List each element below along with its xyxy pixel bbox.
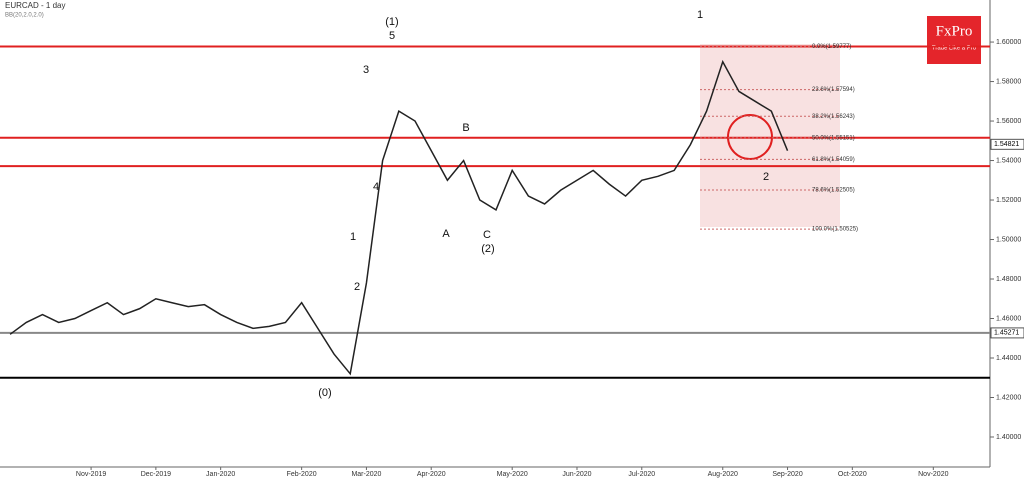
x-tick-label: Nov-2019: [76, 471, 106, 478]
y-tick-label: 1.44000: [996, 355, 1021, 362]
price-label: 1.45271: [994, 330, 1019, 337]
fib-label: 0.0%(1.59777): [812, 44, 851, 50]
y-tick-label: 1.50000: [996, 236, 1021, 243]
slogan: Trade Like a Pro: [932, 46, 977, 52]
chart-subtitle: BB(20,2.0,2.0): [5, 13, 44, 19]
fib-zone: [700, 44, 840, 227]
wave-label: 1: [697, 9, 703, 21]
fib-label: 78.6%(1.52505): [812, 188, 855, 194]
x-tick-label: Dec-2019: [141, 471, 171, 478]
x-tick-label: Aug-2020: [708, 471, 738, 478]
wave-label: 3: [363, 64, 369, 76]
wave-label: B: [462, 122, 469, 134]
wave-label: (0): [318, 387, 331, 399]
fib-label: 50.0%(1.55151): [812, 135, 855, 141]
x-tick-label: Nov-2020: [918, 471, 948, 478]
y-tick-label: 1.40000: [996, 434, 1021, 441]
price-label: 1.54821: [994, 141, 1019, 148]
logo: FxPro: [936, 23, 973, 39]
wave-label: (1): [385, 16, 398, 28]
fib-label: 23.6%(1.57594): [812, 87, 855, 93]
x-tick-label: Jun-2020: [562, 471, 591, 478]
y-tick-label: 1.56000: [996, 118, 1021, 125]
y-tick-label: 1.48000: [996, 276, 1021, 283]
wave-label: A: [442, 228, 450, 240]
wave-label: 4: [373, 181, 379, 193]
x-tick-label: Feb-2020: [287, 471, 317, 478]
price-line: [9, 59, 789, 376]
wave-label: C: [483, 229, 491, 241]
wave-label: 2: [763, 171, 769, 183]
wave-label: (2): [481, 243, 494, 255]
y-tick-label: 1.58000: [996, 78, 1021, 85]
price-box: [990, 138, 1024, 150]
wave-label: 1: [350, 231, 356, 243]
y-tick-label: 1.52000: [996, 197, 1021, 204]
x-tick-label: Apr-2020: [417, 471, 446, 478]
x-tick-label: Sep-2020: [772, 471, 802, 478]
fib-label: 61.8%(1.54059): [812, 157, 855, 163]
x-tick-label: Jan-2020: [206, 471, 235, 478]
x-tick-label: Mar-2020: [351, 471, 381, 478]
x-tick-label: Jul-2020: [628, 471, 655, 478]
fib-label: 100.0%(1.50525): [812, 227, 858, 233]
y-tick-label: 1.42000: [996, 394, 1021, 401]
y-tick-label: 1.60000: [996, 39, 1021, 46]
wave-label: 2: [354, 281, 360, 293]
chart-title: EURCAD - 1 day: [5, 1, 65, 10]
logo-box: [927, 16, 981, 64]
x-tick-label: May-2020: [497, 471, 528, 478]
wave-label: 5: [389, 30, 395, 42]
x-tick-label: Oct-2020: [838, 471, 867, 478]
price-box: [990, 327, 1024, 339]
y-tick-label: 1.46000: [996, 315, 1021, 322]
fib-label: 38.2%(1.56243): [812, 114, 855, 120]
y-tick-label: 1.54000: [996, 157, 1021, 164]
